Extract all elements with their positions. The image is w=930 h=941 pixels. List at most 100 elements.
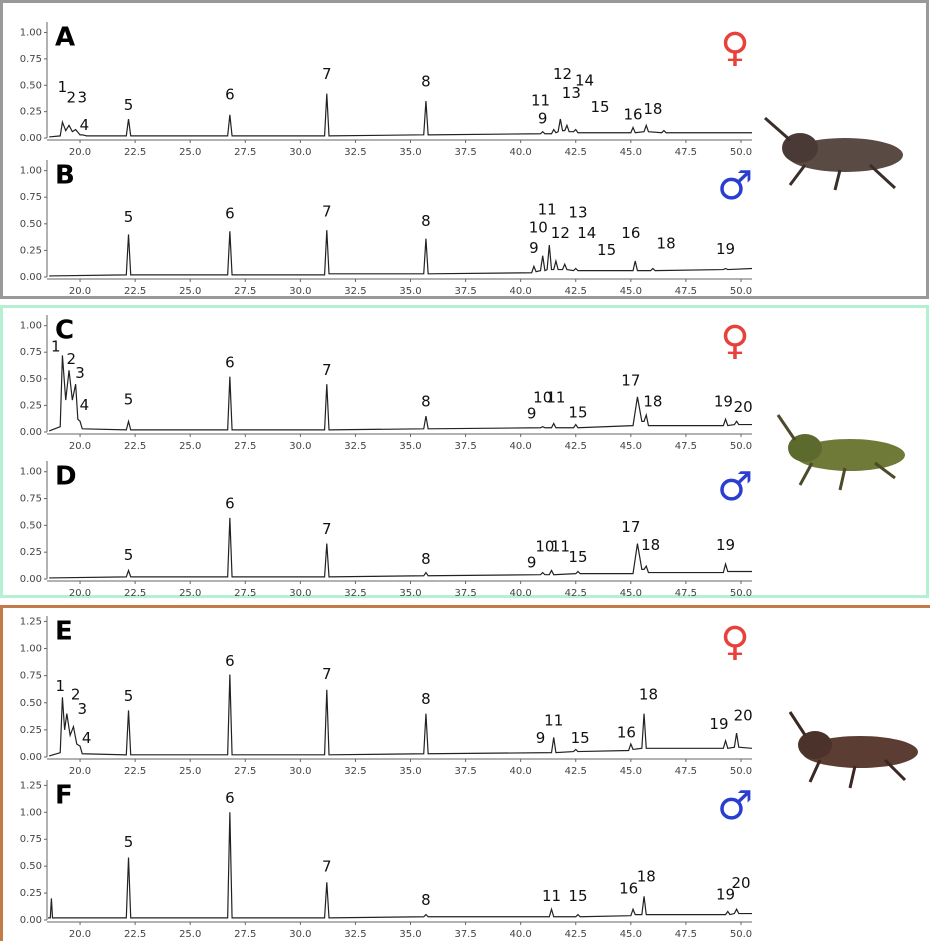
peak-label: 6	[225, 205, 235, 223]
peak-label: 18	[637, 867, 656, 885]
peak-label: 18	[657, 235, 676, 253]
x-tick-label: 37.5	[454, 441, 476, 452]
peak-label: 15	[590, 98, 609, 116]
sex-symbol: ♂	[717, 783, 753, 829]
panel-letter: D	[55, 462, 77, 492]
x-tick-label: 42.5	[565, 766, 587, 777]
x-tick-label: 20.0	[69, 147, 91, 158]
peak-label: 11	[538, 200, 557, 218]
peak-label: 8	[421, 212, 431, 230]
x-tick-label: 27.5	[234, 588, 256, 599]
x-tick-label: 42.5	[565, 441, 587, 452]
peak-label: 6	[225, 789, 235, 807]
x-tick-label: 27.5	[234, 929, 256, 940]
peak-label: 7	[322, 858, 332, 876]
y-tick-label: 0.25	[20, 725, 42, 736]
y-tick-label: 0.00	[20, 427, 42, 438]
y-tick-label: 0.00	[20, 272, 42, 283]
peak-label: 18	[639, 686, 658, 704]
y-tick-label: 0.00	[20, 752, 42, 763]
x-tick-label: 32.5	[344, 588, 366, 599]
y-tick-label: 1.00	[20, 644, 42, 655]
y-tick-label: 1.00	[20, 321, 42, 332]
peak-label: 19	[716, 536, 735, 554]
peak-label: 12	[553, 65, 572, 83]
peak-label: 11	[544, 712, 563, 730]
x-tick-label: 42.5	[565, 929, 587, 940]
peak-label: 16	[619, 879, 638, 897]
x-tick-label: 50.0	[730, 766, 752, 777]
y-tick-label: 0.50	[20, 374, 42, 385]
x-tick-label: 27.5	[234, 766, 256, 777]
x-tick-label: 32.5	[344, 286, 366, 297]
y-tick-label: 1.00	[20, 166, 42, 177]
x-tick-label: 37.5	[454, 588, 476, 599]
peak-label: 5	[124, 96, 134, 114]
x-tick-label: 30.0	[289, 286, 311, 297]
x-tick-label: 45.0	[620, 766, 642, 777]
peak-label: 16	[617, 724, 636, 742]
peak-label: 7	[322, 65, 332, 83]
x-tick-label: 37.5	[454, 766, 476, 777]
peak-label: 20	[731, 874, 750, 892]
peak-label: 5	[124, 546, 134, 564]
peak-label: 4	[80, 396, 90, 414]
y-tick-label: 0.50	[20, 219, 42, 230]
peak-label: 9	[527, 553, 537, 571]
x-tick-label: 50.0	[730, 147, 752, 158]
x-tick-label: 50.0	[730, 441, 752, 452]
peak-label: 19	[709, 715, 728, 733]
y-tick-label: 1.25	[20, 616, 42, 627]
x-tick-label: 32.5	[344, 766, 366, 777]
sex-symbol: ♀	[720, 318, 749, 364]
x-tick-label: 22.5	[124, 929, 146, 940]
peak-label: 5	[124, 833, 134, 851]
peak-label: 7	[322, 520, 332, 538]
x-tick-label: 45.0	[620, 441, 642, 452]
peak-label: 5	[124, 391, 134, 409]
x-tick-label: 40.0	[510, 929, 532, 940]
x-tick-label: 25.0	[179, 441, 201, 452]
x-tick-label: 25.0	[179, 588, 201, 599]
peak-label: 5	[124, 208, 134, 226]
y-tick-label: 1.00	[20, 28, 42, 39]
x-tick-label: 25.0	[179, 147, 201, 158]
x-tick-label: 30.0	[289, 766, 311, 777]
peak-label: 15	[568, 548, 587, 566]
peak-label: 1	[55, 677, 65, 695]
x-tick-label: 45.0	[620, 147, 642, 158]
x-tick-label: 37.5	[454, 929, 476, 940]
peak-label: 6	[225, 652, 235, 670]
chromatogram-trace	[49, 230, 752, 276]
x-tick-label: 32.5	[344, 929, 366, 940]
sex-symbol: ♂	[717, 464, 753, 510]
peak-label: 11	[546, 388, 565, 406]
peak-label: 9	[536, 729, 546, 747]
y-tick-label: 0.75	[20, 834, 42, 845]
x-tick-label: 27.5	[234, 441, 256, 452]
x-tick-label: 40.0	[510, 766, 532, 777]
x-tick-label: 25.0	[179, 286, 201, 297]
x-tick-label: 35.0	[399, 147, 421, 158]
x-tick-label: 35.0	[399, 588, 421, 599]
y-tick-label: 0.25	[20, 107, 42, 118]
x-tick-label: 45.0	[620, 588, 642, 599]
peak-label: 7	[322, 203, 332, 221]
x-tick-label: 45.0	[620, 929, 642, 940]
x-tick-label: 20.0	[69, 286, 91, 297]
x-tick-label: 42.5	[565, 286, 587, 297]
y-tick-label: 1.25	[20, 780, 42, 791]
peak-label: 18	[641, 536, 660, 554]
panel-letter: E	[55, 617, 73, 647]
y-tick-label: 0.75	[20, 347, 42, 358]
y-tick-label: 0.00	[20, 574, 42, 585]
x-tick-label: 20.0	[69, 929, 91, 940]
x-tick-label: 30.0	[289, 929, 311, 940]
x-tick-label: 25.0	[179, 766, 201, 777]
peak-label: 3	[77, 88, 87, 106]
peak-label: 18	[643, 100, 662, 118]
x-tick-label: 47.5	[675, 766, 697, 777]
peak-label: 19	[714, 393, 733, 411]
peak-label: 6	[225, 353, 235, 371]
x-tick-label: 47.5	[675, 286, 697, 297]
